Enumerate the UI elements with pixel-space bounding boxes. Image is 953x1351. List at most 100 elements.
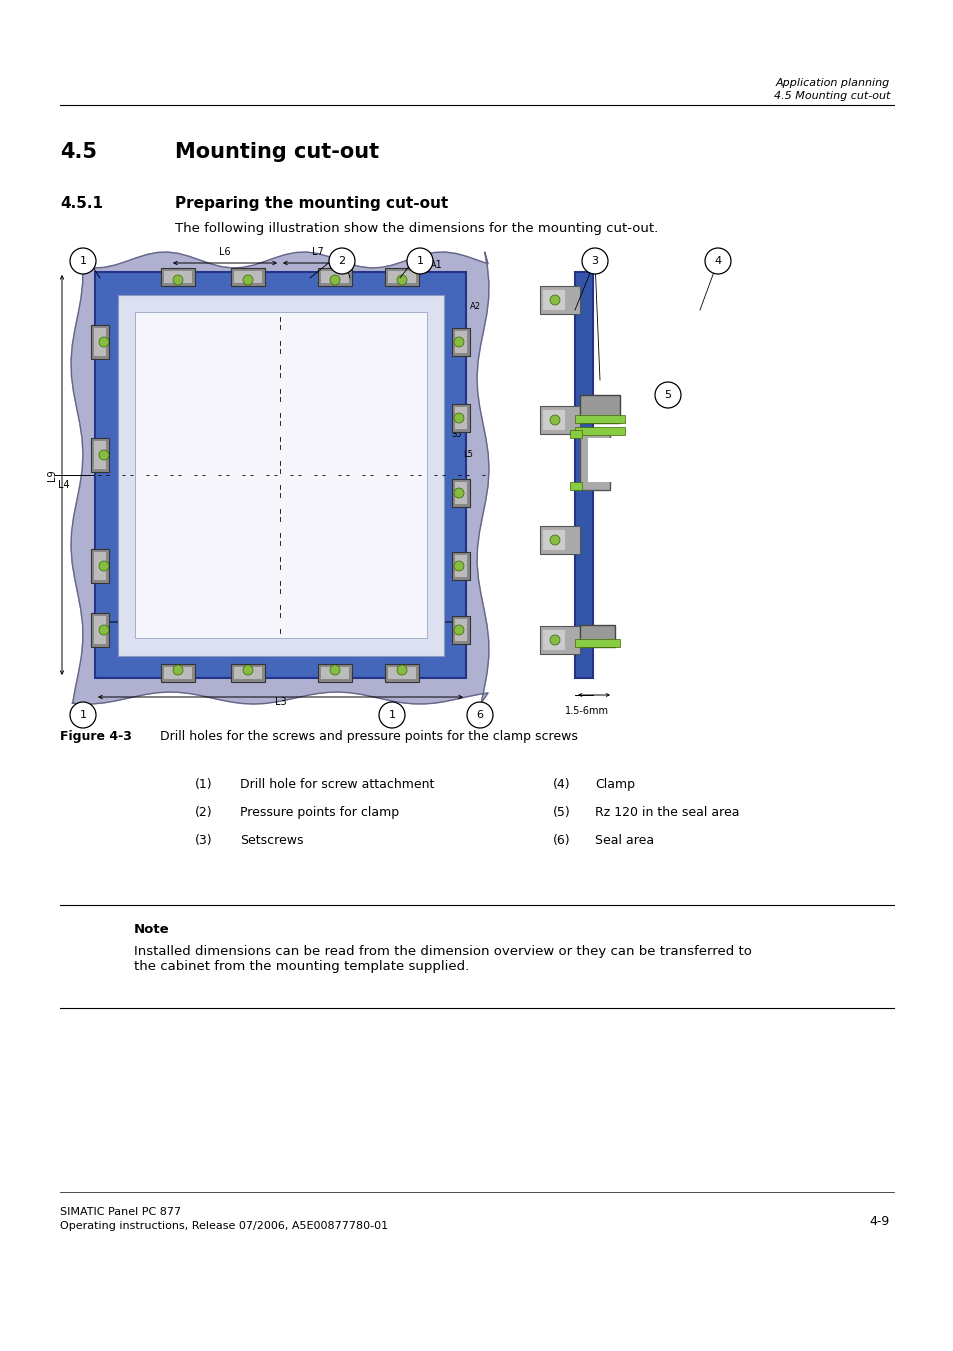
Circle shape bbox=[70, 249, 96, 274]
Bar bbox=[94, 440, 106, 469]
Bar bbox=[579, 394, 619, 423]
Bar bbox=[91, 326, 109, 359]
Text: Operating instructions, Release 07/2006, A5E00877780-01: Operating instructions, Release 07/2006,… bbox=[60, 1221, 388, 1231]
Text: 1: 1 bbox=[79, 711, 87, 720]
Bar bbox=[542, 290, 564, 309]
Circle shape bbox=[454, 413, 463, 423]
Bar bbox=[388, 272, 416, 282]
Bar bbox=[94, 553, 106, 580]
Bar bbox=[455, 555, 467, 577]
Text: L8: L8 bbox=[128, 322, 139, 332]
Bar bbox=[539, 626, 579, 654]
Bar bbox=[118, 295, 443, 657]
Text: 1: 1 bbox=[388, 711, 395, 720]
Bar bbox=[231, 663, 265, 682]
Circle shape bbox=[704, 249, 730, 274]
Bar bbox=[452, 553, 470, 580]
Text: (2): (2) bbox=[194, 807, 213, 819]
Circle shape bbox=[243, 276, 253, 285]
Bar bbox=[91, 549, 109, 584]
Text: (6): (6) bbox=[553, 834, 570, 847]
Bar bbox=[455, 482, 467, 504]
Circle shape bbox=[550, 295, 559, 305]
Text: Seal area: Seal area bbox=[595, 834, 654, 847]
Bar bbox=[587, 438, 618, 482]
Text: L5: L5 bbox=[330, 598, 341, 608]
Text: (5): (5) bbox=[553, 807, 570, 819]
Text: L5: L5 bbox=[188, 359, 199, 370]
Circle shape bbox=[330, 665, 339, 676]
Circle shape bbox=[407, 249, 433, 274]
Bar bbox=[385, 267, 418, 286]
Bar bbox=[575, 639, 619, 647]
Bar bbox=[135, 312, 427, 638]
Bar bbox=[455, 407, 467, 430]
Text: 3: 3 bbox=[591, 255, 598, 266]
Bar bbox=[161, 267, 194, 286]
Circle shape bbox=[396, 276, 407, 285]
Text: L8: L8 bbox=[355, 322, 366, 332]
Circle shape bbox=[70, 703, 96, 728]
Bar bbox=[320, 667, 349, 680]
Text: 4.5: 4.5 bbox=[60, 142, 97, 162]
Circle shape bbox=[99, 336, 109, 347]
Text: S5: S5 bbox=[452, 430, 462, 439]
Text: Pressure points for clamp: Pressure points for clamp bbox=[240, 807, 398, 819]
Text: L3: L3 bbox=[274, 697, 286, 707]
Circle shape bbox=[243, 665, 253, 676]
Text: S7: S7 bbox=[122, 467, 132, 477]
Text: L2: L2 bbox=[452, 485, 463, 494]
Circle shape bbox=[99, 561, 109, 571]
Bar bbox=[95, 272, 465, 678]
Circle shape bbox=[396, 665, 407, 676]
Circle shape bbox=[454, 626, 463, 635]
Text: L5: L5 bbox=[330, 359, 341, 370]
Bar bbox=[164, 272, 192, 282]
Bar bbox=[233, 272, 262, 282]
Text: S2: S2 bbox=[295, 359, 308, 370]
Text: L9: L9 bbox=[47, 469, 57, 481]
Circle shape bbox=[550, 415, 559, 426]
Text: Preparing the mounting cut-out: Preparing the mounting cut-out bbox=[174, 196, 448, 211]
Text: L5: L5 bbox=[462, 450, 473, 459]
Bar bbox=[452, 616, 470, 644]
Circle shape bbox=[550, 535, 559, 544]
Text: L4: L4 bbox=[58, 480, 70, 490]
Text: 4: 4 bbox=[714, 255, 720, 266]
Text: Installed dimensions can be read from the dimension overview or they can be tran: Installed dimensions can be read from th… bbox=[133, 944, 751, 973]
Circle shape bbox=[655, 382, 680, 408]
Bar bbox=[388, 667, 416, 680]
Text: Figure 4-3: Figure 4-3 bbox=[60, 730, 132, 743]
Text: A1: A1 bbox=[430, 259, 442, 270]
Text: SIMATIC Panel PC 877: SIMATIC Panel PC 877 bbox=[60, 1206, 181, 1217]
Text: 5: 5 bbox=[664, 390, 671, 400]
Bar bbox=[94, 328, 106, 357]
Circle shape bbox=[99, 626, 109, 635]
Polygon shape bbox=[71, 253, 489, 704]
Bar bbox=[569, 482, 581, 490]
Circle shape bbox=[550, 635, 559, 644]
Text: S4: S4 bbox=[295, 598, 308, 608]
Text: Drill hole for screw attachment: Drill hole for screw attachment bbox=[240, 778, 434, 790]
Text: S3: S3 bbox=[268, 598, 280, 608]
Bar bbox=[164, 667, 192, 680]
Circle shape bbox=[329, 249, 355, 274]
Text: 2: 2 bbox=[338, 255, 345, 266]
Text: Application planning: Application planning bbox=[775, 78, 889, 88]
Bar bbox=[542, 630, 564, 650]
Bar bbox=[539, 407, 579, 434]
Text: A2: A2 bbox=[470, 303, 480, 311]
Bar bbox=[575, 427, 624, 435]
Bar bbox=[569, 430, 581, 438]
Text: S1: S1 bbox=[268, 359, 280, 370]
Bar bbox=[161, 663, 194, 682]
Text: L1: L1 bbox=[274, 621, 286, 632]
Bar bbox=[539, 526, 579, 554]
Bar bbox=[385, 663, 418, 682]
Circle shape bbox=[172, 665, 183, 676]
Bar bbox=[317, 267, 352, 286]
Text: (1): (1) bbox=[194, 778, 213, 790]
Bar bbox=[94, 616, 106, 644]
Text: 4.5.1: 4.5.1 bbox=[60, 196, 103, 211]
Circle shape bbox=[172, 276, 183, 285]
